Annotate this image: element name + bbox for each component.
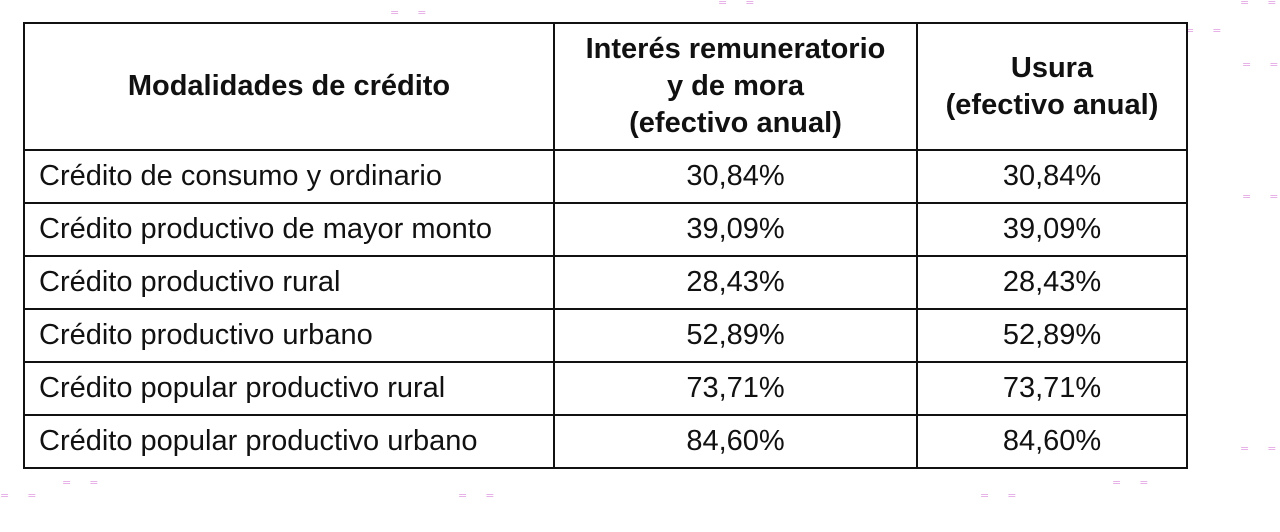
usura-cell: 30,84% [916, 149, 1188, 204]
background-mark: == [718, 0, 773, 9]
header-modalidades: Modalidades de crédito [23, 22, 555, 151]
usura-cell: 84,60% [916, 414, 1188, 469]
table-row: Crédito productivo rural 28,43% 28,43% [23, 255, 1188, 310]
modalidad-cell: Crédito popular productivo rural [23, 361, 555, 416]
modalidad-cell: Crédito productivo rural [23, 255, 555, 310]
table-row: Crédito productivo de mayor monto 39,09%… [23, 202, 1188, 257]
background-mark: == [980, 489, 1035, 502]
modalidad-cell: Crédito de consumo y ordinario [23, 149, 555, 204]
header-line: (efectivo anual) [945, 88, 1159, 121]
header-line: y de mora [667, 70, 804, 102]
background-mark: == [1242, 190, 1278, 203]
header-line: Usura [1010, 51, 1094, 84]
header-line: Interés remuneratorio [585, 33, 886, 65]
table-header-row: Modalidades de crédito Interés remunerat… [23, 22, 1188, 151]
background-mark: == [458, 489, 513, 502]
usura-cell: 52,89% [916, 308, 1188, 363]
usura-cell: 28,43% [916, 255, 1188, 310]
background-mark: == [1185, 24, 1240, 37]
header-line: Modalidades de crédito [127, 70, 451, 102]
table-row: Crédito popular productivo rural 73,71% … [23, 361, 1188, 416]
usura-cell: 73,71% [916, 361, 1188, 416]
background-mark: == [0, 489, 55, 502]
interes-cell: 52,89% [553, 308, 918, 363]
interes-cell: 28,43% [553, 255, 918, 310]
background-mark: == [1240, 0, 1276, 9]
background-mark: == [1242, 58, 1278, 71]
background-mark: == [62, 476, 117, 489]
background-mark: == [1112, 476, 1167, 489]
header-usura: Usura (efectivo anual) [916, 22, 1188, 151]
background-mark: == [1240, 442, 1276, 455]
table-row: Crédito popular productivo urbano 84,60%… [23, 414, 1188, 469]
background-mark: == [390, 6, 445, 19]
credit-rates-table: Modalidades de crédito Interés remunerat… [23, 22, 1188, 469]
interes-cell: 84,60% [553, 414, 918, 469]
header-interes: Interés remuneratorio y de mora (efectiv… [553, 22, 918, 151]
modalidad-cell: Crédito popular productivo urbano [23, 414, 555, 469]
modalidad-cell: Crédito productivo de mayor monto [23, 202, 555, 257]
table-row: Crédito productivo urbano 52,89% 52,89% [23, 308, 1188, 363]
table-row: Crédito de consumo y ordinario 30,84% 30… [23, 149, 1188, 204]
header-line: (efectivo anual) [629, 107, 842, 139]
modalidad-cell: Crédito productivo urbano [23, 308, 555, 363]
interes-cell: 39,09% [553, 202, 918, 257]
usura-cell: 39,09% [916, 202, 1188, 257]
interes-cell: 30,84% [553, 149, 918, 204]
interes-cell: 73,71% [553, 361, 918, 416]
